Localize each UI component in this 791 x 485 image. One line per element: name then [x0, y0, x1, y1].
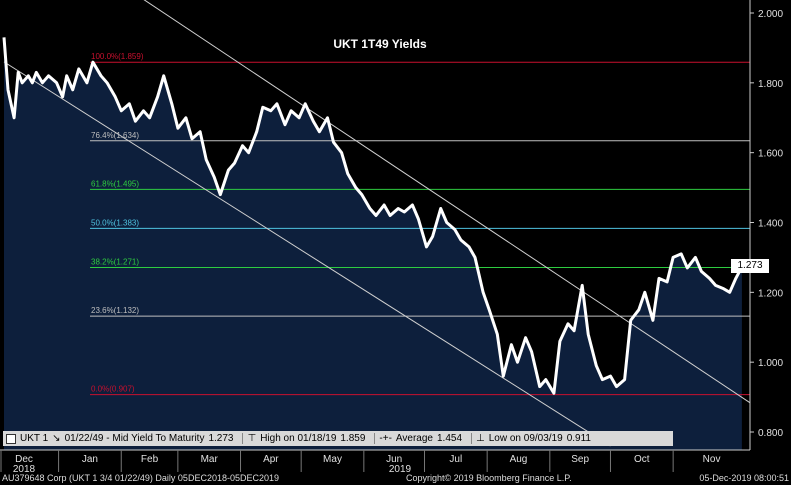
legend-avg-label: Average — [395, 433, 433, 444]
legend-high-label: High on 01/18/19 — [260, 433, 337, 444]
last-price-tag: 1.273 — [731, 259, 769, 273]
fib-level-label: 38.2%(1.271) — [91, 258, 139, 267]
channel-lines-layer — [3, 0, 750, 447]
y-tick-label: 1.000 — [758, 358, 783, 369]
y-tick-label: 0.800 — [758, 428, 783, 439]
x-month-label: Nov — [703, 454, 721, 465]
chart-legend: UKT 1 ↘ 01/22/49 - Mid Yield To Maturity… — [3, 431, 673, 446]
x-axis: Dec Jan Feb Mar Apr May Jun Jul Aug Sep Oct Nov 2018… — [0, 450, 721, 475]
legend-series-desc: 01/22/49 - Mid Yield To Maturity — [64, 433, 205, 444]
y-tick-label: 1.600 — [758, 149, 783, 160]
fib-level-label: 100.0%(1.859) — [91, 52, 144, 61]
footer-security-info: AU379648 Corp (UKT 1 3/4 01/22/49) Daily… — [2, 473, 279, 483]
yield-line-layer — [2, 37, 744, 395]
legend-line-icon: ↘ — [52, 433, 61, 444]
legend-low-value: 0.911 — [566, 433, 591, 444]
x-month-label: Dec — [15, 454, 33, 465]
y-tick-label: 1.200 — [758, 288, 783, 299]
x-month-label: Jun — [386, 454, 402, 465]
footer-bar: AU379648 Corp (UKT 1 3/4 01/22/49) Daily… — [0, 473, 791, 485]
low-marker-icon: ⊥ — [476, 433, 485, 444]
y-tick-label: 1.400 — [758, 219, 783, 230]
legend-series-label: UKT 1 — [20, 433, 49, 444]
legend-divider — [242, 433, 244, 444]
legend-divider — [471, 433, 473, 444]
fib-level-label: 23.6%(1.132) — [91, 306, 139, 315]
trend-channel-line — [143, 0, 750, 404]
trend-channel-line — [3, 61, 611, 447]
footer-copyright: Copyright© 2019 Bloomberg Finance L.P. — [406, 473, 572, 483]
y-tick-label: 1.800 — [758, 79, 783, 90]
legend-avg-value: 1.454 — [436, 433, 463, 444]
x-year-label: 2019 — [389, 464, 412, 475]
legend-series-value: 1.273 — [208, 433, 234, 444]
x-month-label: May — [323, 454, 342, 465]
yield-line — [2, 37, 744, 395]
y-tick-label: 2.000 — [758, 9, 783, 20]
x-month-label: Aug — [510, 454, 528, 465]
y-axis: 2.000 1.800 1.600 1.400 1.200 1.000 0.800 — [750, 9, 783, 439]
legend-divider — [374, 433, 376, 444]
x-month-label: Oct — [634, 454, 650, 465]
x-month-label: Jul — [449, 454, 462, 465]
high-marker-icon: ⊤ — [247, 433, 257, 444]
average-marker-icon: -+- — [379, 433, 392, 444]
fib-level-label: 61.8%(1.495) — [91, 179, 139, 188]
fib-level-label: 50.0%(1.383) — [91, 218, 139, 227]
x-month-label: Apr — [263, 454, 279, 465]
legend-high-value: 1.859 — [340, 433, 366, 444]
x-month-label: Feb — [141, 454, 159, 465]
chart-title: UKT 1T49 Yields — [333, 37, 427, 51]
legend-low-label: Low on 09/03/19 — [488, 433, 563, 444]
footer-timestamp: 05-Dec-2019 08:00:51 — [699, 473, 789, 483]
legend-checkbox[interactable] — [6, 433, 16, 444]
x-month-label: Sep — [571, 454, 589, 465]
x-month-label: Mar — [201, 454, 219, 465]
fib-level-label: 76.4%(1.634) — [91, 131, 139, 140]
fib-level-label: 0.0%(0.907) — [91, 385, 135, 394]
x-year-label: 2018 — [13, 464, 36, 475]
x-month-label: Jan — [82, 454, 98, 465]
